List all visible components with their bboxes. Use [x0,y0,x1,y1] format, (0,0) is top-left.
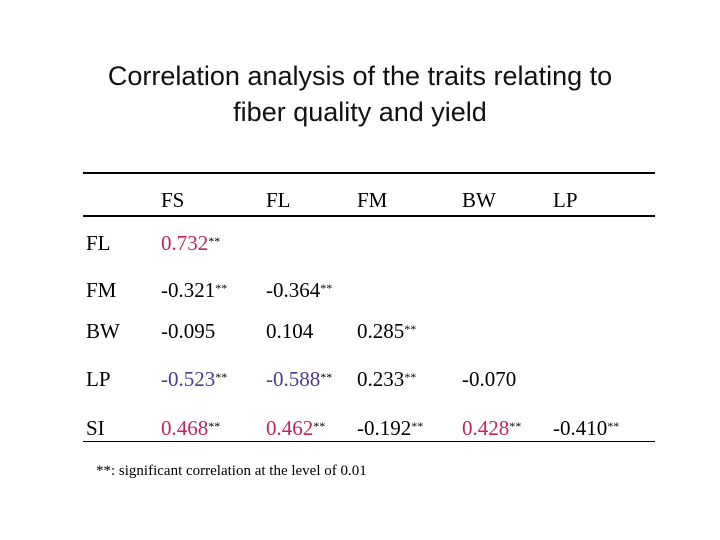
row-label-si: SI [86,416,105,440]
significance-marker: ** [404,370,417,384]
significance-marker: ** [215,370,228,384]
correlation-cell: -0.321** [161,278,227,302]
correlation-value: 0.468 [161,416,209,440]
significance-marker: ** [313,419,326,433]
table-top-rule [83,172,655,174]
correlation-cell: -0.410** [553,416,619,440]
column-header-fs: FS [161,188,185,212]
row-label-bw: BW [86,319,120,343]
correlation-cell: 0.732** [161,231,220,255]
footnote: **: significant correlation at the level… [96,463,367,479]
correlation-cell: 0.468** [161,416,220,440]
correlation-cell: 0.104 [266,319,313,343]
significance-marker: ** [208,234,221,248]
correlation-value: -0.070 [462,367,517,391]
correlation-cell: -0.192** [357,416,423,440]
row-label-fm: FM [86,278,117,302]
correlation-cell: 0.462** [266,416,325,440]
correlation-value: 0.428 [462,416,510,440]
row-label-lp: LP [86,367,111,391]
significance-marker: ** [320,370,333,384]
correlation-cell: -0.095 [161,319,215,343]
slide-title: Correlation analysis of the traits relat… [0,58,720,130]
correlation-value: -0.410 [553,416,608,440]
significance-marker: ** [411,419,424,433]
correlation-value: -0.095 [161,319,216,343]
correlation-value: -0.192 [357,416,412,440]
correlation-value: 0.233 [357,367,405,391]
significance-marker: ** [320,281,333,295]
title-line-2: fiber quality and yield [233,97,487,127]
correlation-value: -0.523 [161,367,216,391]
correlation-cell: -0.588** [266,367,332,391]
correlation-cell: 0.428** [462,416,521,440]
correlation-value: -0.321 [161,278,216,302]
correlation-cell: -0.070 [462,367,516,391]
correlation-cell: 0.233** [357,367,416,391]
table-header-rule [83,215,655,217]
correlation-value: 0.104 [266,319,314,343]
significance-marker: ** [404,322,417,336]
correlation-value: -0.588 [266,367,321,391]
column-header-fl: FL [266,188,291,212]
correlation-cell: -0.523** [161,367,227,391]
correlation-value: 0.462 [266,416,314,440]
significance-marker: ** [509,419,522,433]
correlation-cell: 0.285** [357,319,416,343]
column-header-fm: FM [357,188,388,212]
correlation-value: 0.732 [161,231,209,255]
title-line-1: Correlation analysis of the traits relat… [107,61,613,91]
correlation-value: 0.285 [357,319,405,343]
table-bottom-rule [83,441,655,442]
column-header-bw: BW [462,188,496,212]
row-label-fl: FL [86,231,111,255]
significance-marker: ** [215,281,228,295]
correlation-cell: -0.364** [266,278,332,302]
correlation-value: -0.364 [266,278,321,302]
column-header-lp: LP [553,188,578,212]
significance-marker: ** [208,419,221,433]
significance-marker: ** [607,419,620,433]
